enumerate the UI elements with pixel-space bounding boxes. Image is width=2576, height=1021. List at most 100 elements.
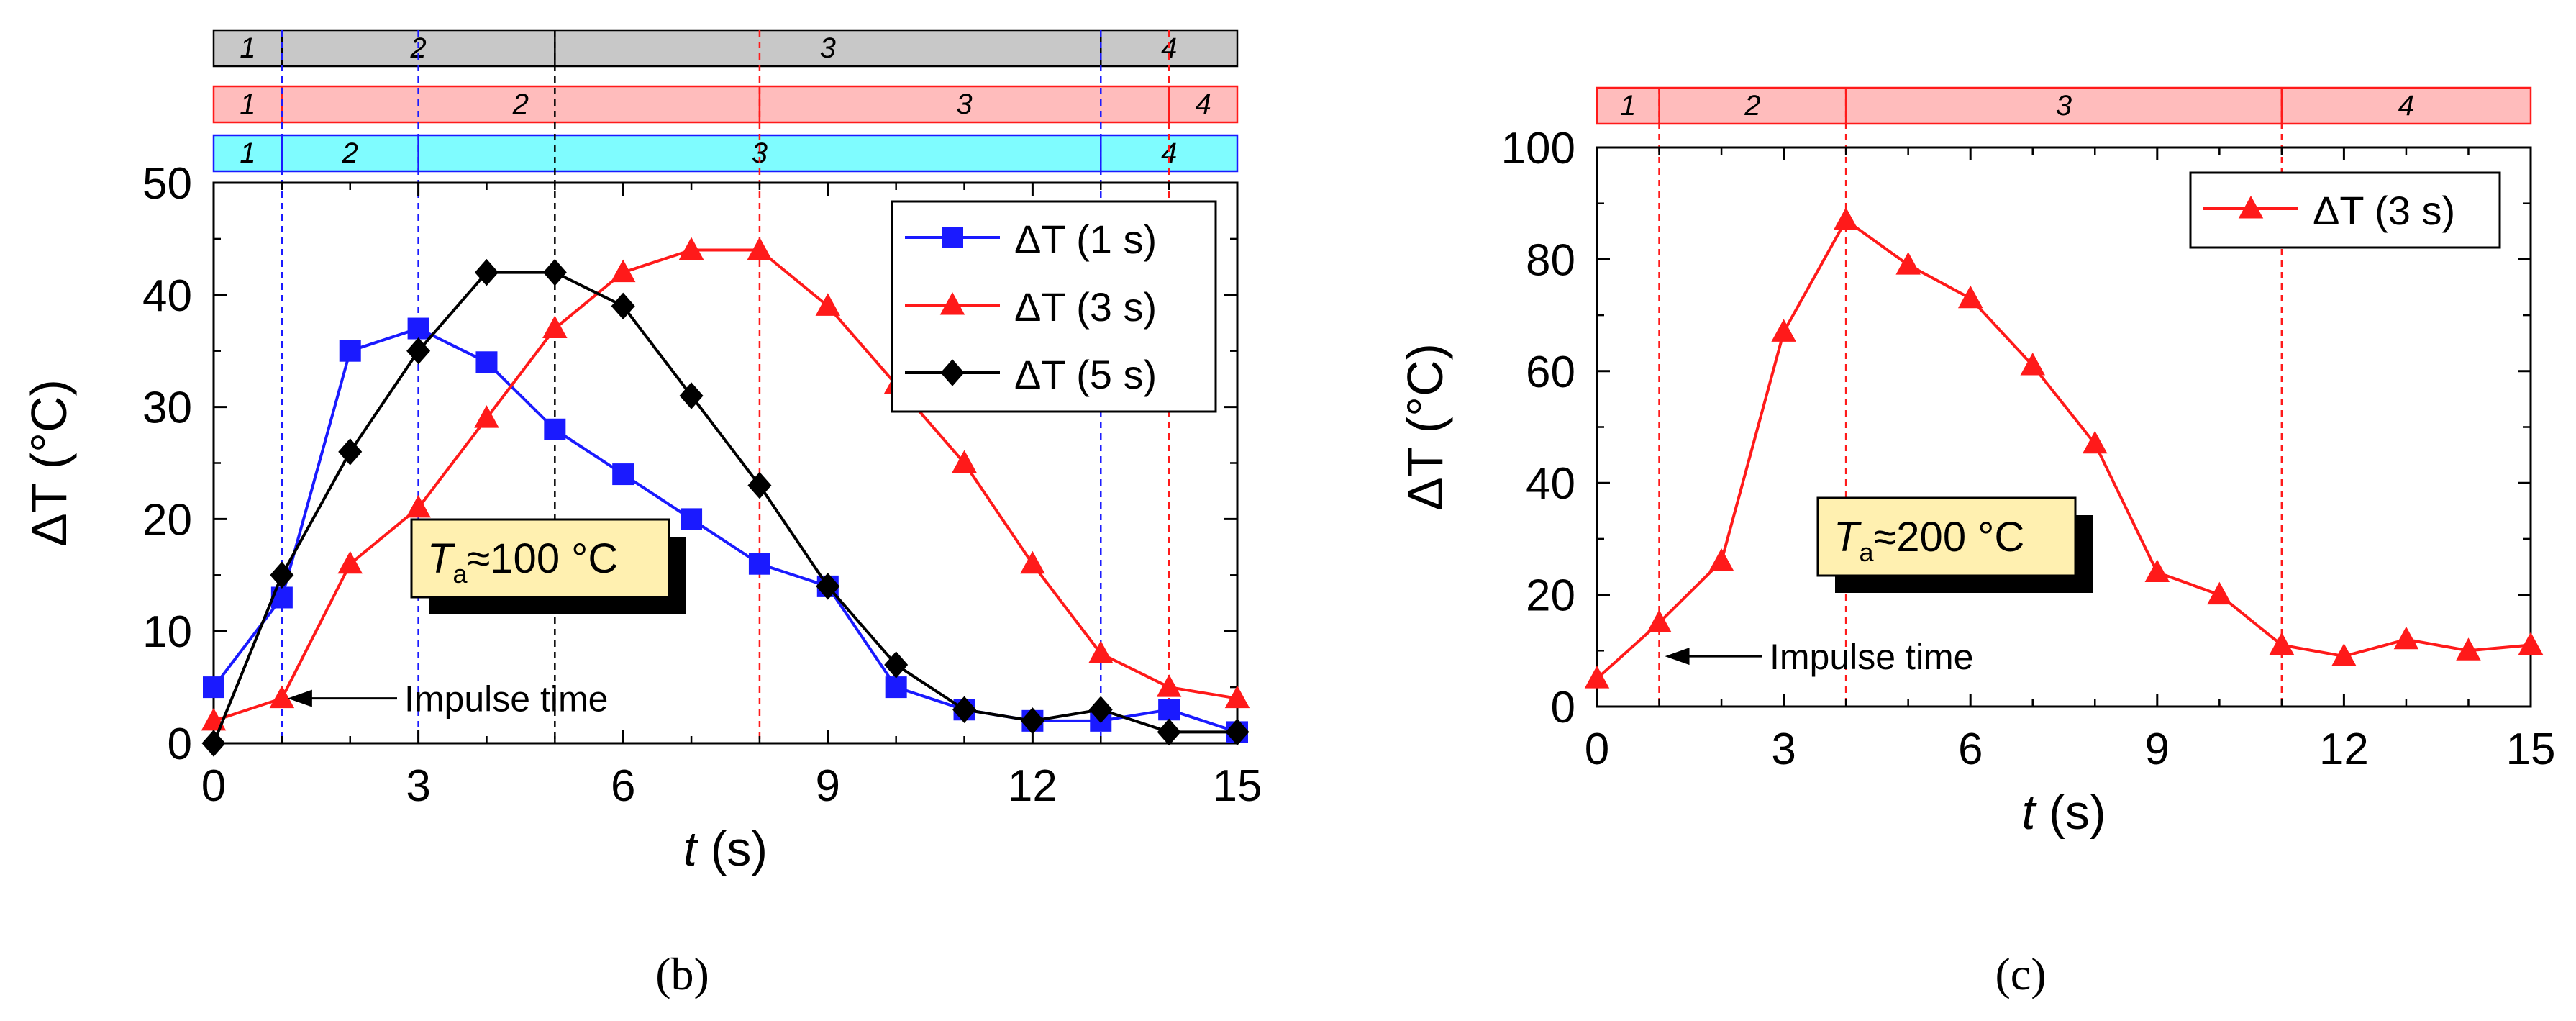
phase-bar-3: 1 2 3 4 [212, 134, 1239, 173]
data-point [1088, 640, 1114, 663]
y-axis-label: ΔT (°C) [1397, 343, 1453, 511]
data-point [474, 258, 499, 286]
data-point [2144, 559, 2170, 583]
x-axis-label: t (s) [683, 822, 768, 876]
data-point [1156, 674, 1182, 697]
data-point [952, 450, 977, 473]
data-point [1088, 696, 1113, 724]
x-tick-label: 12 [1008, 761, 1057, 811]
data-point [610, 259, 636, 283]
phase-label: 4 [1195, 89, 1211, 120]
data-point [1584, 666, 1610, 689]
data-point [1020, 707, 1044, 735]
x-axis-label-unit: (s) [2035, 785, 2106, 840]
panel-caption: (c) [1995, 948, 2046, 999]
data-point [542, 315, 568, 339]
phase-label: 3 [2056, 90, 2072, 122]
data-point [2020, 353, 2045, 376]
data-point [678, 237, 704, 260]
data-point [406, 337, 431, 365]
x-axis-label-unit: (s) [697, 822, 768, 876]
data-point [338, 438, 363, 466]
x-tick-label: 15 [2506, 725, 2556, 774]
temperature-label-value: ≈100 °C [467, 535, 618, 582]
y-tick-label: 30 [142, 384, 192, 433]
series-line [213, 248, 1238, 722]
temperature-label-var: T [1834, 514, 1862, 561]
panel-caption: (b) [655, 948, 709, 999]
data-point [885, 676, 907, 699]
phase-bar-box [212, 29, 1239, 68]
phase-label: 1 [240, 32, 255, 64]
x-axis-label-var: t [2021, 785, 2037, 840]
impulse-arrow-head [287, 689, 312, 707]
legend-marker [942, 227, 963, 248]
phase-bar-2: 1 2 3 4 [212, 85, 1239, 124]
x-tick-label: 9 [816, 761, 840, 811]
data-point [679, 382, 704, 409]
data-point [203, 676, 224, 699]
phase-bar-box [1596, 86, 2532, 125]
data-point [542, 258, 567, 286]
y-tick-label: 20 [142, 495, 192, 545]
data-point [884, 651, 909, 679]
data-point [2331, 643, 2357, 666]
data-point [1771, 319, 1796, 342]
data-point [544, 418, 566, 440]
series-line [212, 271, 1237, 744]
data-point [2207, 581, 2232, 605]
y-tick-label: 40 [142, 271, 192, 321]
x-axis-label: t (s) [2021, 785, 2106, 840]
x-tick-label: 9 [2145, 725, 2170, 774]
temperature-label: Ta≈100 °C [410, 518, 686, 614]
phase-bar-box [212, 134, 1239, 173]
legend-marker [939, 292, 965, 315]
phase-label: 1 [240, 89, 255, 120]
legend-label: ΔT (5 s) [1014, 352, 1157, 397]
x-tick-label: 15 [1213, 761, 1262, 811]
x-tick-label: 12 [2319, 725, 2369, 774]
data-point [815, 293, 841, 316]
temperature-label-box [1816, 496, 2077, 577]
series-line [1596, 218, 2531, 680]
y-tick-label: 80 [1526, 235, 1575, 285]
y-axis-label: ΔT (°C) [21, 379, 77, 547]
data-point [1157, 718, 1181, 746]
phase-label: 1 [240, 137, 255, 169]
phase-label: 3 [956, 89, 972, 120]
temperature-label-var: T [427, 535, 455, 582]
data-point [407, 317, 429, 340]
data-point [269, 685, 295, 709]
x-tick-label: 0 [1585, 725, 1609, 774]
legend-label: ΔT (1 s) [1014, 217, 1157, 262]
x-tick-label: 0 [201, 761, 226, 811]
phase-label: 3 [752, 137, 768, 169]
impulse-arrow-head [1665, 648, 1690, 666]
data-point [1020, 550, 1045, 574]
y-tick-label: 50 [142, 159, 192, 209]
impulse-time-label: Impulse time [1770, 637, 1973, 677]
x-tick-label: 6 [611, 761, 635, 811]
data-point [475, 351, 498, 373]
y-tick-label: 0 [168, 720, 192, 769]
temperature-label: Ta≈200 °C [1816, 496, 2093, 593]
y-tick-label: 10 [142, 607, 192, 657]
y-tick-label: 0 [1551, 683, 1575, 732]
y-tick-label: 20 [1526, 571, 1575, 621]
data-point [1895, 252, 1921, 275]
y-tick-label: 100 [1501, 124, 1575, 173]
data-point [2456, 637, 2481, 661]
data-point [952, 696, 977, 724]
data-point [339, 340, 361, 362]
x-tick-label: 3 [406, 761, 430, 811]
temperature-label-value: ≈200 °C [1873, 514, 2024, 561]
series-1 [1584, 207, 2544, 689]
data-point [2393, 626, 2419, 650]
phase-label: 4 [2398, 90, 2414, 122]
data-point [2518, 632, 2544, 655]
impulse-annotation: Impulse time [1665, 637, 1973, 677]
data-point [1957, 285, 1983, 309]
